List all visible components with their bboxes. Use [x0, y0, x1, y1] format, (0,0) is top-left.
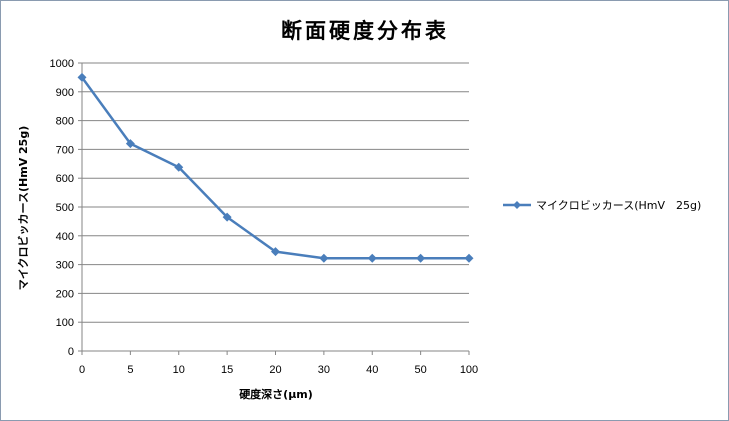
y-tick-label: 500 [56, 202, 74, 214]
data-point [464, 253, 474, 263]
data-point [77, 72, 87, 82]
legend: マイクロビッカース(HmV 25g) [503, 199, 701, 212]
x-tick-label: 100 [460, 364, 478, 376]
y-tick-label: 400 [56, 231, 74, 243]
data-point [125, 139, 135, 149]
y-tick-label: 100 [56, 317, 74, 329]
y-tick-label: 200 [56, 288, 74, 300]
y-tick-label: 0 [68, 346, 74, 358]
x-tick-label: 50 [415, 364, 427, 376]
legend-marker [513, 201, 521, 209]
x-tick-label: 0 [79, 364, 85, 376]
data-point [416, 253, 426, 263]
series-line [80, 76, 469, 260]
x-tick-label: 20 [269, 364, 281, 376]
data-point [174, 162, 184, 172]
y-axis-label: マイクロビッカース(HmV 25g) [16, 126, 30, 290]
x-tick-label: 15 [221, 364, 233, 376]
data-point [319, 253, 329, 263]
x-axis-label: 硬度深さ(μm) [239, 387, 313, 401]
legend-label: マイクロビッカース(HmV 25g) [536, 199, 701, 212]
series-group [77, 72, 474, 263]
x-tick-label: 10 [173, 364, 185, 376]
x-tick-label: 40 [366, 364, 378, 376]
y-tick-label: 1000 [50, 58, 74, 70]
x-tick-labels: 0 5 10 15 20 30 40 50 100 [79, 364, 478, 376]
x-tick-label: 5 [127, 364, 133, 376]
y-tick-label: 800 [56, 116, 74, 128]
axes [78, 62, 470, 355]
y-tick-label: 600 [56, 173, 74, 185]
data-point [222, 212, 232, 222]
y-tick-label: 300 [56, 260, 74, 272]
y-tick-labels: 0 100 200 300 400 500 600 700 800 900 1000 [50, 58, 74, 358]
data-point [367, 253, 377, 263]
y-tick-label: 900 [56, 87, 74, 99]
grid-lines [82, 62, 469, 323]
chart-title: 断面硬度分布表 [281, 19, 449, 43]
data-point [271, 247, 280, 257]
x-tick-label: 30 [318, 364, 330, 376]
y-tick-label: 700 [56, 144, 74, 156]
